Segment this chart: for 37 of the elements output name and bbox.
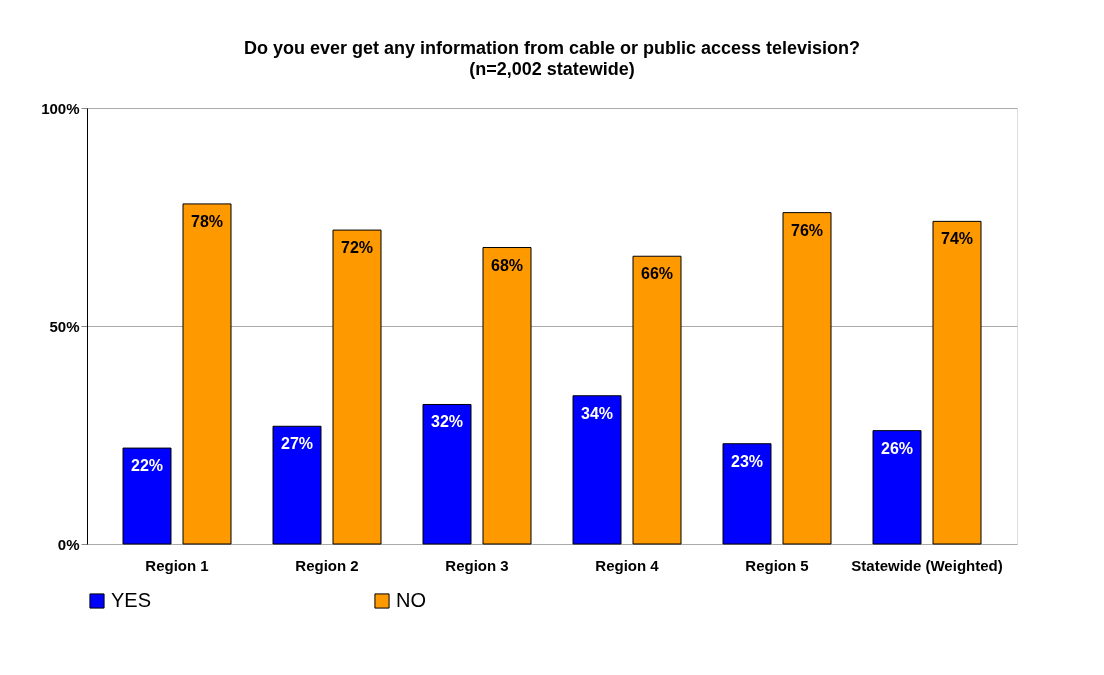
- bar: [332, 229, 382, 545]
- data-label: 76%: [790, 221, 824, 239]
- bar: [122, 447, 172, 545]
- bar: [182, 203, 232, 545]
- x-tick-label: Region 4: [595, 556, 660, 574]
- legend-label: YES: [111, 589, 152, 611]
- data-label: 66%: [640, 265, 674, 283]
- bar: [482, 247, 532, 545]
- bar: [272, 425, 322, 545]
- data-label: 34%: [580, 404, 614, 422]
- bar: [722, 443, 772, 545]
- bar: [872, 430, 922, 545]
- data-label: 22%: [130, 457, 164, 475]
- y-tick-label: 50%: [49, 317, 80, 335]
- y-tick-label: 100%: [41, 99, 80, 117]
- data-label: 26%: [880, 439, 914, 457]
- data-label: 74%: [940, 230, 974, 248]
- bar: [572, 395, 622, 545]
- y-tick-label: 0%: [57, 535, 80, 553]
- data-label: 23%: [730, 452, 764, 470]
- data-label: 32%: [430, 413, 464, 431]
- bar: [632, 255, 682, 545]
- data-label: 72%: [340, 239, 374, 257]
- bar: [782, 212, 832, 545]
- data-label: 27%: [280, 435, 314, 453]
- x-tick-label: Statewide (Weighted): [851, 556, 1003, 574]
- x-tick-label: Region 5: [745, 556, 809, 574]
- x-tick-label: Region 2: [295, 556, 359, 574]
- chart-title: Do you ever get any information from cable or public access television?: [243, 38, 861, 58]
- x-tick-label: Region 3: [445, 556, 509, 574]
- legend-label: NO: [396, 589, 426, 611]
- data-label: 78%: [190, 212, 224, 230]
- chart-subtitle: (n=2,002 statewide): [469, 59, 635, 79]
- bar: [932, 220, 982, 545]
- data-label: 68%: [490, 256, 524, 274]
- bar: [422, 403, 472, 545]
- x-tick-label: Region 1: [145, 556, 209, 574]
